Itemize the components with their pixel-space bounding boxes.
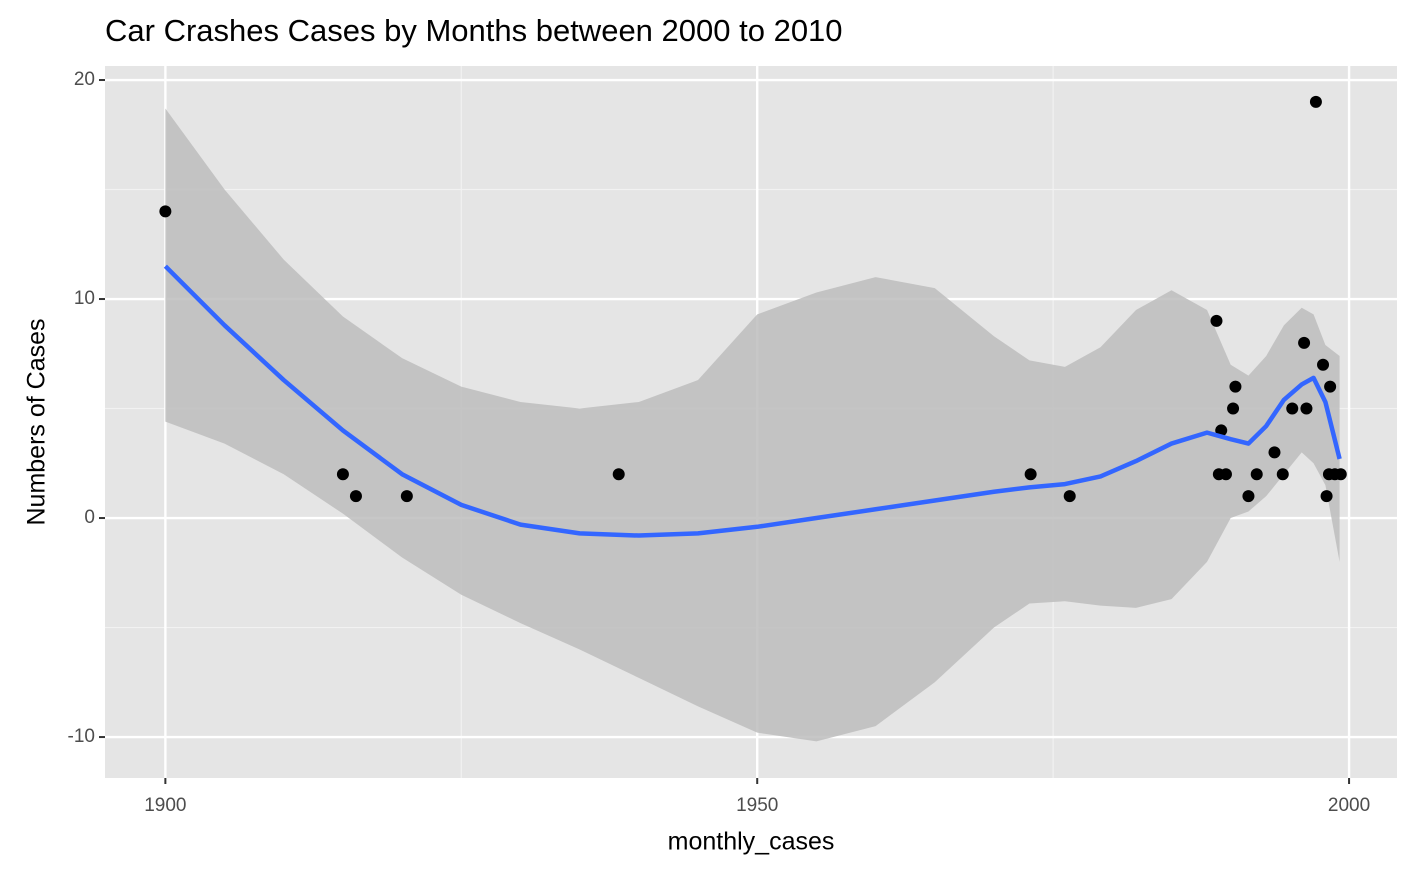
point <box>159 205 172 218</box>
point <box>336 468 349 481</box>
point <box>1063 490 1076 503</box>
x-tick-label: 1950 <box>736 795 778 816</box>
point <box>1324 380 1337 393</box>
point <box>1242 490 1255 503</box>
point <box>400 490 413 503</box>
point <box>1210 314 1223 327</box>
point <box>1309 95 1322 108</box>
y-tick-label: 0 <box>84 507 95 528</box>
point <box>1317 358 1330 371</box>
y-tick-label: 10 <box>74 288 95 309</box>
point <box>1298 336 1311 349</box>
point <box>1229 380 1242 393</box>
y-axis-label: Numbers of Cases <box>23 318 51 525</box>
point <box>1286 402 1299 415</box>
point <box>1024 468 1037 481</box>
point <box>1300 402 1313 415</box>
x-axis-label: monthly_cases <box>668 828 835 856</box>
point <box>1268 446 1281 459</box>
confidence-band <box>165 108 1340 742</box>
point <box>349 490 362 503</box>
point <box>1250 468 1263 481</box>
point <box>1219 468 1232 481</box>
point <box>1334 468 1347 481</box>
chart-title: Car Crashes Cases by Months between 2000… <box>105 13 843 48</box>
marks <box>159 95 1347 742</box>
x-tick-label: 2000 <box>1328 795 1370 816</box>
point <box>1227 402 1240 415</box>
y-tick-label: -10 <box>68 726 95 747</box>
y-tick-label: 20 <box>74 69 95 90</box>
point <box>1320 490 1333 503</box>
x-tick-label: 1900 <box>144 795 186 816</box>
point <box>612 468 625 481</box>
smooth-line <box>163 264 1342 538</box>
point <box>1276 468 1289 481</box>
